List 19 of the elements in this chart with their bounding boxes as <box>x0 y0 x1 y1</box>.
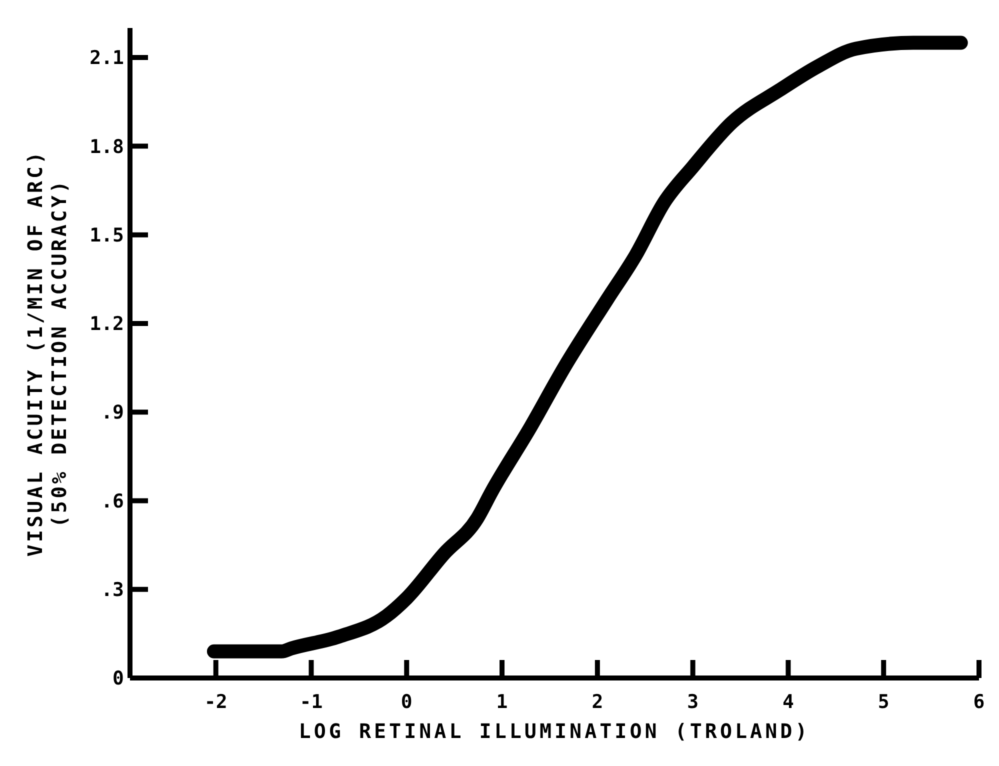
x-axis-title: LOG RETINAL ILLUMINATION (TROLAND) <box>298 719 810 743</box>
y-tick-label: .9 <box>101 402 124 424</box>
y-tick-label: 1.5 <box>90 224 124 246</box>
x-tick-label: 4 <box>782 691 794 713</box>
x-tick-label: -1 <box>300 691 323 713</box>
y-tick-label: 1.8 <box>90 136 124 158</box>
y-tick-label: 0 <box>112 668 124 690</box>
x-tick-label: 5 <box>878 691 890 713</box>
y-tick-label: .3 <box>101 579 124 602</box>
x-tick-label: -2 <box>204 691 228 713</box>
y-tick-label: 2.1 <box>90 47 124 70</box>
y-tick-label: 1.2 <box>90 313 124 336</box>
x-tick-label: 2 <box>592 691 604 713</box>
y-axis-title: VISUAL ACUITY (1/MIN OF ARC) (50% DETECTION ACCURACY) <box>23 149 71 557</box>
x-tick-label: 0 <box>400 691 412 713</box>
y-tick-label: .6 <box>101 490 124 512</box>
x-tick-label: 3 <box>687 691 699 713</box>
x-tick-label: 1 <box>496 691 508 713</box>
x-tick-label: 6 <box>973 691 985 713</box>
